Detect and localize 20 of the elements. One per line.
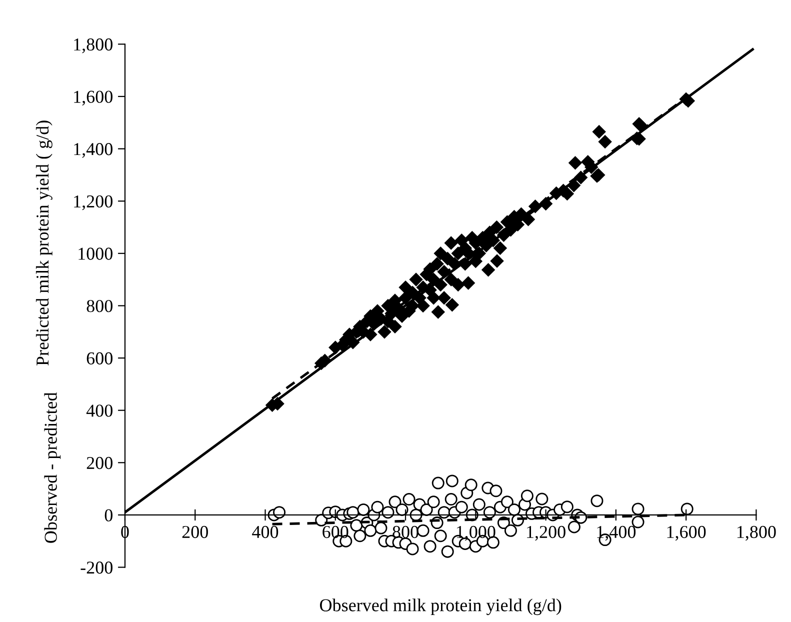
x-tick-label: 1,600 bbox=[667, 526, 706, 541]
x-tick-label: 200 bbox=[182, 526, 208, 538]
y-tick-label: 400 bbox=[86, 404, 112, 417]
y-tick-label: 1,800 bbox=[74, 38, 112, 54]
y-tick-label: -200 bbox=[80, 562, 112, 574]
x-tick-label: 1,400 bbox=[597, 526, 636, 541]
text: Observed - predicted bbox=[44, 392, 61, 543]
y-tick-label: 0 bbox=[104, 509, 112, 522]
y-axis-title: Predicted milk protein yield ( g/d) bbox=[36, 120, 52, 366]
y-tick-label: 1000 bbox=[78, 248, 112, 260]
y-tick-label: 1,200 bbox=[74, 195, 112, 210]
y-tick-label: 800 bbox=[86, 300, 112, 312]
y-tick-label: 200 bbox=[86, 456, 112, 470]
x-tick-label: 1,800 bbox=[737, 526, 776, 541]
x-tick-label: 1,200 bbox=[527, 526, 566, 541]
x-tick-label: 400 bbox=[252, 526, 278, 538]
y-tick-label: 600 bbox=[86, 352, 112, 364]
x-axis-title: Observed milk protein yield (g/d) bbox=[320, 598, 562, 616]
y-tick-label: 1,400 bbox=[74, 143, 112, 158]
y-tick-label: 1,600 bbox=[74, 90, 112, 106]
